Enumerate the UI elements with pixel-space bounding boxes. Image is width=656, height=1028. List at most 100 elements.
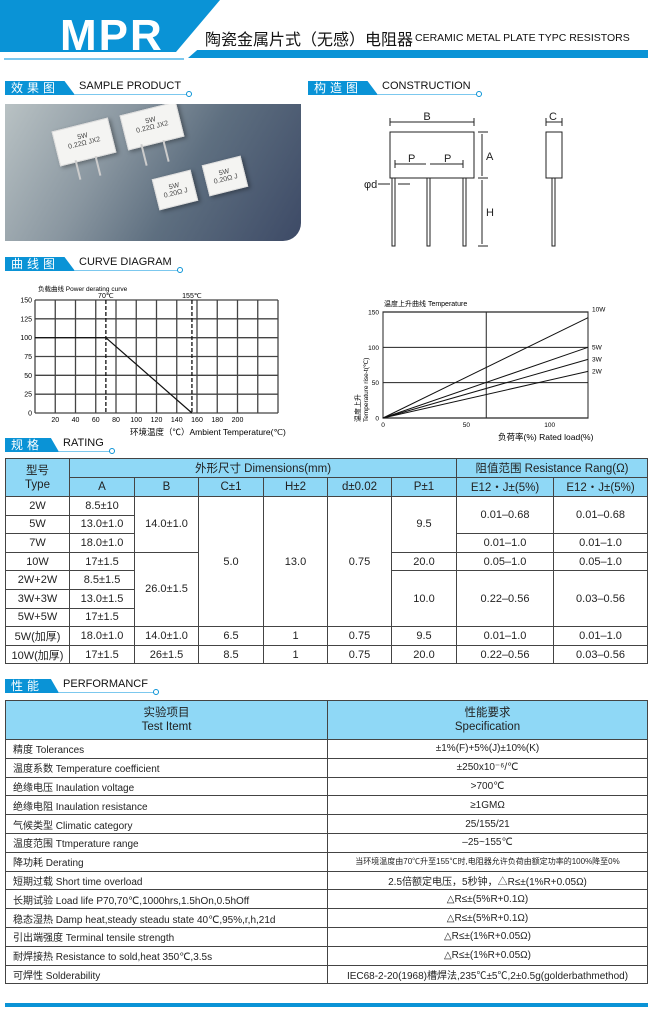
table-row: 降功耗 Derating 当环境温度由70℃升至155℃时,电阻器允许负荷由额定功… — [5, 851, 648, 872]
marker-label: 70℃ — [98, 293, 114, 300]
section-label-cn: 性能 — [5, 679, 60, 693]
header-e12-2: E12・J±(5%) — [553, 477, 648, 497]
performance-table: 实验项目 Test Itemt 性能要求 Specification 精度 Tole… — [5, 700, 648, 985]
cell: 5W+5W — [5, 607, 70, 628]
title-en: CERAMIC METAL PLATE TYPC RESISTORS — [415, 32, 630, 44]
resistor-image: 5W 0.20Ω J — [201, 155, 249, 197]
test-item-cell: 耐焊接热 Resistance to sold,heat 350℃,3.5s — [5, 945, 328, 966]
header-p: P±1 — [391, 477, 457, 497]
power-derating-chart: 负载曲线 Power derating curve 环境温度（℃）Ambient… — [20, 284, 286, 437]
cell: 14.0±1.0 — [134, 496, 199, 553]
table-row: 5W 13.0±1.0 — [5, 514, 648, 535]
dim-label-p: P — [444, 153, 451, 165]
cell: 18.0±1.0 — [69, 626, 135, 646]
cell: 0.01–1.0 — [456, 626, 554, 646]
x-tick-label: 20 — [51, 417, 59, 424]
y-tick-label: 100 — [368, 345, 379, 352]
specification-cell: 当环境温度由70℃升至155℃时,电阻器允许负荷由额定功率的100%降至0% — [327, 851, 648, 872]
header-en: Test Itemt — [141, 721, 192, 733]
table-row: 温度范围 Ttmperature range –25~155℃ — [5, 832, 648, 853]
resistor-lead — [140, 144, 148, 166]
test-item-cell: 绝缘电阻 Inaulation resistance — [5, 795, 328, 816]
cell: 5.0 — [198, 495, 264, 628]
table-row: 短期过载 Short time overload 2.5倍额定电压，5秒钟，△R≤… — [5, 870, 648, 891]
resistor-body-front — [389, 131, 475, 179]
chart-title: 负载曲线 Power derating curve — [38, 284, 128, 293]
dim-label-a: A — [486, 151, 494, 163]
cell: 1 — [263, 626, 328, 646]
header-rule-thin — [4, 58, 184, 60]
test-item-cell: 长期试验 Load life P70,70℃,1000hrs,1.5hOn,0.… — [5, 889, 328, 910]
table-row: 气候类型 Climatic category 25/155/21 — [5, 814, 648, 834]
specification-cell: △R≤±(5%R+0.1Ω) — [327, 889, 648, 910]
x-tick-label: 80 — [112, 417, 120, 424]
cell: 13.0±1.0 — [69, 514, 135, 535]
section-label-en: PERFORMANCF — [59, 678, 159, 695]
cell: 14.0±1.0 — [134, 626, 199, 646]
section-construction: 构造图 CONSTRUCTION — [308, 79, 482, 97]
cell: 0.75 — [327, 495, 392, 628]
header-h: H±2 — [263, 477, 328, 497]
table-row: 精度 Tolerances ±1%(F)+5%(J)±10%(K) — [5, 739, 648, 759]
cell: 3W+3W — [5, 588, 70, 609]
series-label: 3W — [592, 356, 603, 363]
cell: 10W — [5, 551, 70, 572]
specification-cell: ±1%(F)+5%(J)±10%(K) — [327, 739, 648, 759]
series-label: 5W — [592, 344, 603, 351]
cell: 6.5 — [198, 626, 264, 646]
x-tick-label: 40 — [72, 417, 80, 424]
lead — [462, 177, 467, 247]
test-item-cell: 绝缘电压 Inaulation voltage — [5, 776, 328, 797]
cell: 0.01–1.0 — [553, 533, 648, 553]
table-header-row: 实验项目 Test Itemt 性能要求 Specification — [5, 700, 648, 740]
table-row: 3W+3W 13.0±1.5 — [5, 588, 648, 609]
section-rating: 规格 RATING — [5, 436, 115, 454]
x-axis-label: 负荷率(%) Rated load(%) — [498, 432, 594, 442]
x-tick-label: 160 — [191, 417, 203, 424]
cell: 0.75 — [327, 644, 392, 665]
cell: 0.22–0.56 — [456, 644, 554, 665]
cell: 8.5±1.5 — [69, 570, 135, 590]
cell: 13.0±1.5 — [69, 588, 135, 609]
specification-cell: ±250x10⁻⁶/℃ — [327, 757, 648, 778]
header-type: 型号 Type — [5, 458, 70, 497]
cell: 0.05–1.0 — [553, 551, 648, 572]
x-tick-label: 0 — [381, 422, 385, 429]
table-row: 2W 8.5±10 14.0±1.0 5.0 13.0 0.75 9.5 0.0… — [5, 495, 648, 628]
cell: 0.22–0.56 — [456, 570, 554, 628]
cell: 13.0 — [263, 495, 328, 628]
series-line — [382, 370, 589, 419]
series-line — [382, 358, 589, 419]
test-item-cell: 气候类型 Climatic category — [5, 814, 328, 834]
cell: 10W(加厚) — [5, 644, 70, 665]
header-test-item: 实验项目 Test Itemt — [5, 700, 328, 740]
specification-cell: △R≤±(1%R+0.05Ω) — [327, 926, 648, 947]
series-line — [382, 317, 589, 419]
specification-cell: △R≤±(5%R+0.1Ω) — [327, 908, 648, 928]
table-row: 绝缘电压 Inaulation voltage >700℃ — [5, 776, 648, 797]
specification-cell: –25~155℃ — [327, 832, 648, 853]
x-tick-label: 100 — [544, 422, 555, 429]
specification-cell: >700℃ — [327, 776, 648, 797]
title-cn: 陶瓷金属片式（无感）电阻器 — [205, 32, 414, 49]
section-label-cn: 构造图 — [308, 81, 379, 95]
series-label: 10W — [592, 307, 606, 314]
cell: 0.01–0.68 — [553, 495, 648, 535]
cell: 18.0±1.0 — [69, 533, 135, 553]
lead — [426, 177, 431, 247]
test-item-cell: 引出端强度 Terminal tensile strength — [5, 926, 328, 947]
y-tick-label: 50 — [372, 380, 380, 387]
section-label-cn: 效果图 — [5, 81, 76, 95]
marker-label: 155℃ — [182, 293, 202, 300]
header-cn: 性能要求 — [464, 707, 511, 719]
cell: 10.0 — [391, 570, 457, 628]
x-tick-label: 200 — [232, 417, 244, 424]
test-item-cell: 温度范围 Ttmperature range — [5, 832, 328, 853]
section-label-en: RATING — [59, 437, 115, 454]
resistor-image: 5W 0.22Ω JX2 — [51, 117, 117, 167]
cell: 2W+2W — [5, 570, 70, 590]
test-item-cell: 精度 Tolerances — [5, 739, 328, 759]
header-cn: 实验项目 — [143, 707, 190, 719]
header-a: A — [69, 477, 135, 497]
section-label-en: SAMPLE PRODUCT — [75, 80, 193, 97]
